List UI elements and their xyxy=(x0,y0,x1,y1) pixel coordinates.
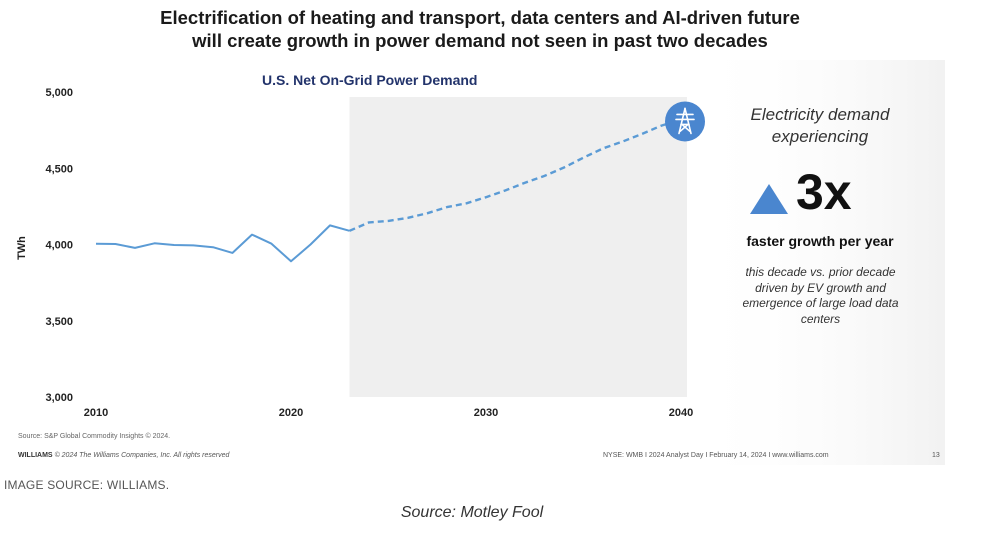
image-source: IMAGE SOURCE: WILLIAMS. xyxy=(4,478,170,492)
tower-badge xyxy=(665,101,705,142)
x-tick-label: 2020 xyxy=(279,407,303,419)
callout-headline: Electricity demand experiencing xyxy=(750,105,890,146)
historical-series-line xyxy=(95,224,350,263)
x-tick-label: 2030 xyxy=(474,407,498,419)
y-tick-label: 3,000 xyxy=(45,392,73,404)
slide: Electrification of heating and transport… xyxy=(16,7,945,465)
callout-subhead: faster growth per year xyxy=(746,233,894,249)
transmission-tower-icon xyxy=(675,107,695,135)
y-axis-label: TWh xyxy=(16,236,28,260)
caption: Source: Motley Fool xyxy=(400,504,544,521)
y-tick-label: 5,000 xyxy=(45,87,73,99)
forecast-series-line xyxy=(349,118,682,232)
y-tick-label: 3,500 xyxy=(45,316,73,328)
y-tick-label: 4,000 xyxy=(45,240,73,252)
background-texture xyxy=(690,60,945,465)
footer-copyright: WILLIAMS © 2024 The Williams Companies, … xyxy=(18,452,230,459)
footer-event: NYSE: WMB I 2024 Analyst Day I February … xyxy=(603,452,829,459)
callout-detail: this decade vs. prior decade driven by E… xyxy=(742,265,899,326)
source-note: Source: S&P Global Commodity Insights © … xyxy=(18,433,171,440)
x-tick-label: 2010 xyxy=(84,407,108,419)
slide-title: Electrification of heating and transport… xyxy=(160,7,800,51)
callout-multiplier-block: 3x xyxy=(750,162,890,222)
forecast-shading xyxy=(349,97,687,397)
power-demand-chart: 3,000 3,500 4,000 4,500 5,000 2010 2020 2030 204… xyxy=(16,60,945,465)
x-tick-label: 2040 xyxy=(669,407,693,419)
callout-multiplier: 3x xyxy=(796,164,852,220)
page-number: 13 xyxy=(932,452,940,459)
chart-title: U.S. Net On-Grid Power Demand xyxy=(262,72,478,88)
up-triangle-icon xyxy=(750,184,788,214)
y-tick-label: 4,500 xyxy=(45,163,73,175)
